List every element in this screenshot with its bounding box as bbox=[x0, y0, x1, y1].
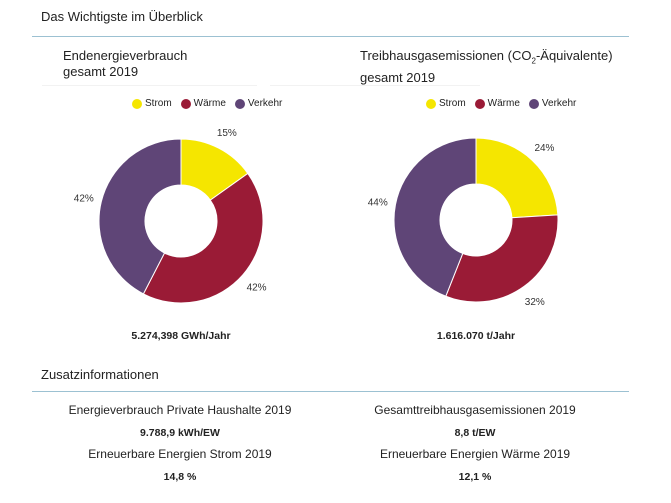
chart-title-emissions: Treibhausgasemissionen (CO2-Äquivalente)… bbox=[360, 48, 613, 86]
donut-slice-verkehr bbox=[393, 137, 477, 297]
legend: Strom Wärme Verkehr bbox=[126, 98, 282, 109]
info-value: 9.788,9 kWh/EW bbox=[140, 427, 220, 439]
chart-title-line2: gesamt 2019 bbox=[63, 64, 139, 79]
data-label: 44% bbox=[368, 197, 388, 208]
legend-label: Wärme bbox=[487, 98, 520, 109]
divider bbox=[32, 391, 629, 392]
info-value: 8,8 t/EW bbox=[454, 427, 496, 439]
info-value: 12,1 % bbox=[458, 471, 492, 483]
info-label: Energieverbrauch Private Haushalte 2019 bbox=[68, 403, 292, 417]
divider bbox=[42, 85, 257, 86]
info-label: Erneuerbare Energien Strom 2019 bbox=[88, 447, 272, 461]
legend-swatch bbox=[474, 98, 485, 109]
chart-title-line1: Endenergieverbrauch bbox=[63, 48, 188, 63]
page-title: Das Wichtigste im Überblick bbox=[41, 9, 203, 24]
chart-title-line1: Treibhausgasemissionen (CO2-Äquivalente) bbox=[360, 48, 613, 66]
legend-label: Verkehr bbox=[541, 98, 577, 109]
legend-label: Wärme bbox=[193, 98, 226, 109]
legend: Strom Wärme Verkehr bbox=[420, 98, 576, 109]
legend-swatch bbox=[234, 98, 245, 109]
donut-slice-strom bbox=[475, 137, 559, 219]
data-label: 32% bbox=[525, 297, 545, 308]
total-energy: 5.274,398 GWh/Jahr bbox=[131, 330, 231, 342]
legend-swatch bbox=[132, 98, 142, 109]
divider bbox=[270, 85, 480, 86]
divider bbox=[32, 36, 629, 37]
donut-slice-verkehr bbox=[98, 138, 182, 295]
legend-label: Verkehr bbox=[247, 98, 283, 109]
total-emissions: 1.616.070 t/Jahr bbox=[436, 330, 516, 342]
section-title: Zusatzinformationen bbox=[41, 367, 159, 382]
legend-label: Strom bbox=[439, 98, 466, 109]
chart-title-energy: Endenergieverbrauch gesamt 2019 bbox=[63, 48, 187, 80]
data-label: 42% bbox=[247, 282, 267, 293]
legend-label: Strom bbox=[145, 98, 172, 109]
data-label: 15% bbox=[217, 128, 237, 139]
info-label: Erneuerbare Energien Wärme 2019 bbox=[379, 447, 571, 461]
data-label: 24% bbox=[534, 143, 554, 154]
info-value: 14,8 % bbox=[163, 471, 197, 483]
info-label: Gesamttreibhausgasemissionen 2019 bbox=[374, 403, 576, 417]
data-label: 42% bbox=[74, 193, 94, 204]
chart-title-line2: gesamt 2019 bbox=[360, 69, 436, 85]
legend-swatch bbox=[528, 98, 539, 109]
donut-slice-wärme bbox=[142, 172, 264, 304]
donut-charts: 15% 42% 42% 24% 32% 44% bbox=[74, 128, 559, 308]
donut-slice-wärme bbox=[445, 214, 559, 303]
legend-swatch bbox=[426, 98, 436, 109]
legend-swatch bbox=[180, 98, 191, 109]
